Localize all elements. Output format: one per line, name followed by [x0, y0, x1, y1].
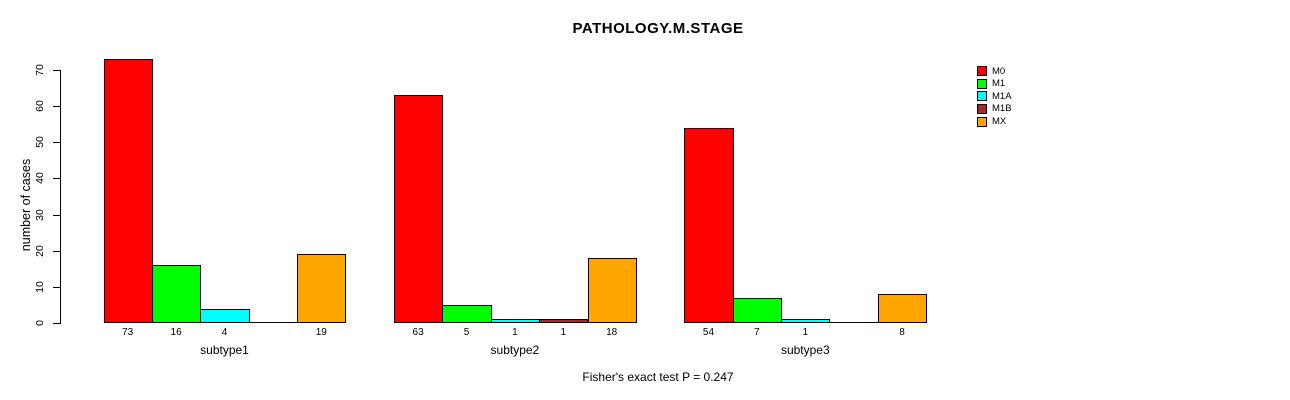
x-category-label: subtype3	[780, 343, 830, 357]
legend-label: M0	[992, 65, 1006, 77]
bar-mx-subtype2	[587, 258, 637, 323]
bar-value-label: 8	[899, 327, 905, 338]
y-tick-label: 70	[34, 64, 46, 76]
bar-m1b-subtype2	[539, 319, 589, 323]
legend-swatch	[977, 66, 987, 77]
legend: M0 M1 M1A M1B MX	[977, 65, 1012, 128]
bar-m1-subtype2	[442, 305, 492, 323]
legend-item-m1: M1	[977, 78, 1012, 91]
bar-value-label: 7	[754, 327, 760, 338]
legend-label: M1B	[992, 103, 1012, 115]
bar-mx-subtype3	[877, 294, 928, 323]
y-tick-label: 50	[34, 136, 46, 149]
y-tick	[53, 70, 60, 71]
y-tick	[53, 323, 60, 324]
y-tick	[53, 178, 60, 180]
y-tick-label: 40	[34, 172, 46, 185]
legend-item-m1b: M1B	[977, 103, 1012, 116]
bar-value-label: 16	[170, 327, 182, 338]
legend-swatch	[977, 78, 987, 89]
bar-value-label: 54	[702, 327, 715, 338]
bar-value-label: 63	[412, 327, 424, 338]
bar-value-label: 1	[802, 327, 809, 338]
y-tick	[53, 106, 60, 108]
y-tick-label: 10	[34, 281, 46, 293]
legend-item-mx: MX	[977, 115, 1012, 128]
y-tick-label: 0	[34, 320, 46, 326]
bar-m1-subtype1	[151, 265, 202, 323]
y-tick-label: 30	[34, 208, 46, 221]
bar-value-label: 4	[221, 327, 228, 338]
bar-value-label: 18	[606, 327, 618, 338]
bar-value-label: 1	[560, 327, 567, 338]
fisher-test-caption: Fisher's exact test P = 0.247	[582, 370, 734, 384]
bar-mx-subtype1	[297, 254, 347, 323]
legend-label: M1A	[992, 90, 1012, 102]
legend-label: M1	[992, 78, 1006, 90]
x-category-label: subtype2	[490, 343, 540, 357]
legend-item-m0: M0	[977, 65, 1012, 78]
y-axis-line	[60, 70, 61, 324]
bar-m1a-subtype3	[781, 319, 831, 323]
y-tick	[53, 250, 60, 252]
legend-item-m1a: M1A	[977, 90, 1012, 103]
bar-m1a-subtype1	[200, 309, 250, 323]
chart-title: PATHOLOGY.M.STAGE	[572, 20, 744, 37]
bar-m0-subtype1	[103, 59, 153, 323]
bar-value-label: 19	[315, 327, 327, 338]
y-tick-label: 60	[34, 100, 46, 112]
bar-m0-subtype3	[684, 128, 734, 323]
bar-value-label: 1	[512, 327, 518, 338]
y-tick	[53, 286, 60, 288]
bar-m0-subtype2	[393, 95, 444, 323]
y-tick	[53, 214, 60, 216]
y-tick	[53, 142, 60, 144]
legend-label: MX	[992, 115, 1007, 127]
bar-value-label: 73	[122, 327, 134, 338]
x-category-label: subtype1	[200, 343, 249, 357]
bar-value-label: 5	[463, 327, 470, 338]
bar-m1a-subtype2	[490, 319, 541, 323]
bar-m1-subtype3	[732, 298, 783, 323]
y-tick-label: 20	[34, 244, 46, 257]
y-axis-label: number of cases	[19, 158, 33, 252]
legend-swatch	[977, 104, 987, 115]
legend-swatch	[977, 116, 987, 127]
legend-swatch	[977, 91, 987, 102]
